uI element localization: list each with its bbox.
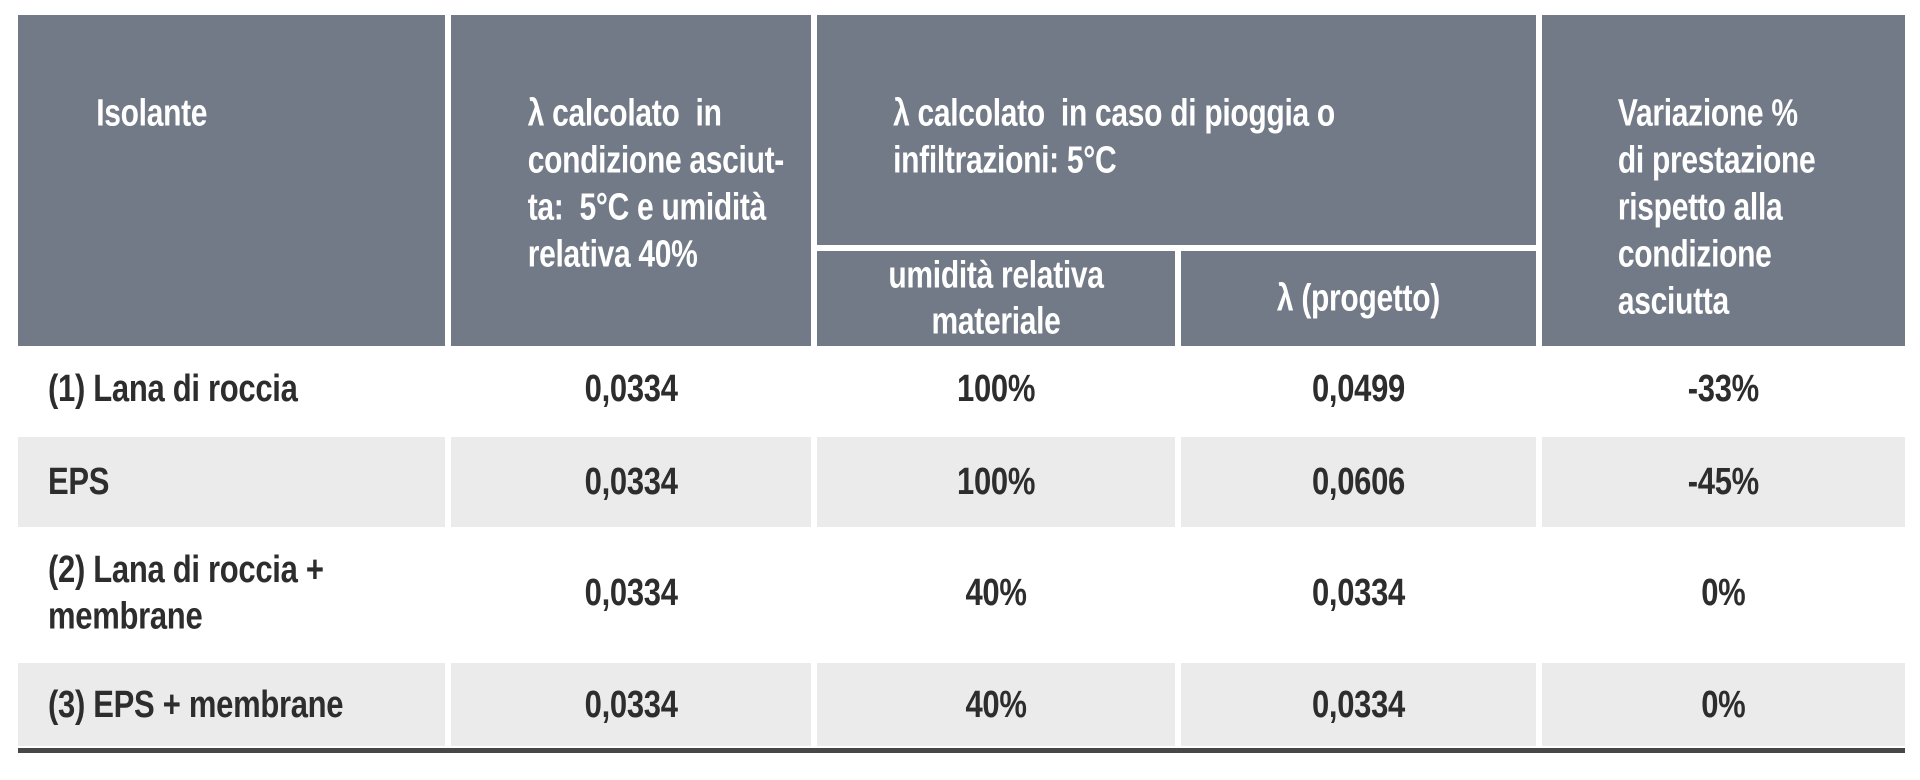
cell-lambda-dry: 0,0334 — [451, 346, 811, 432]
table-row-lana-di-roccia-membrane: (2) Lana di roccia + membrane 0,0334 40%… — [18, 527, 1905, 658]
cell-lambda-dry: 0,0334 — [451, 663, 811, 746]
cell-isolante: (2) Lana di roccia + membrane — [18, 527, 446, 658]
cell-isolante: (3) EPS + membrane — [18, 663, 446, 746]
subheader-lambda-progetto: λ (progetto) — [1181, 251, 1536, 346]
insulation-comparison-table: Isolante λ calcolato in condizione asciu… — [18, 15, 1905, 753]
header-lambda-dry-label: λ calcolato in condizione asciut- ta: 5°… — [527, 92, 785, 276]
header-lambda-wet-group: λ calcolato in caso di pioggia o infiltr… — [816, 15, 1536, 245]
cell-lambda-progetto: 0,0334 — [1181, 527, 1536, 658]
table-bottom-rule — [18, 748, 1905, 753]
cell-isolante: (1) Lana di roccia — [18, 346, 446, 432]
table-header: Isolante λ calcolato in condizione asciu… — [18, 15, 1905, 346]
cell-variazione: 0% — [1541, 663, 1905, 746]
cell-umidita: 40% — [816, 527, 1176, 658]
header-lambda-dry: λ calcolato in condizione asciut- ta: 5°… — [451, 15, 811, 346]
cell-umidita: 40% — [816, 663, 1176, 746]
cell-lambda-dry: 0,0334 — [451, 437, 811, 527]
cell-variazione: -45% — [1541, 437, 1905, 527]
header-lambda-wet-group-label: λ calcolato in caso di pioggia o infiltr… — [893, 92, 1335, 182]
cell-lambda-progetto: 0,0606 — [1181, 437, 1536, 527]
subheader-lambda-progetto-label: λ (progetto) — [1276, 277, 1440, 320]
table-row-lana-di-roccia: (1) Lana di roccia 0,0334 100% 0,0499 -3… — [18, 346, 1905, 432]
cell-variazione: 0% — [1541, 527, 1905, 658]
header-isolante: Isolante — [18, 15, 446, 346]
subheader-umidita-label: umidità relativa materiale — [888, 254, 1104, 342]
cell-lambda-progetto: 0,0499 — [1181, 346, 1536, 432]
subheader-umidita-relativa-materiale: umidità relativa materiale — [816, 251, 1176, 346]
table-row-eps-membrane: (3) EPS + membrane 0,0334 40% 0,0334 0% — [18, 663, 1905, 746]
header-variazione: Variazione % di prestazione rispetto all… — [1541, 15, 1905, 346]
cell-umidita: 100% — [816, 346, 1176, 432]
cell-umidita: 100% — [816, 437, 1176, 527]
cell-lambda-dry: 0,0334 — [451, 527, 811, 658]
cell-lambda-progetto: 0,0334 — [1181, 663, 1536, 746]
cell-isolante: EPS — [18, 437, 446, 527]
table-row-eps: EPS 0,0334 100% 0,0606 -45% — [18, 437, 1905, 527]
header-variazione-label: Variazione % di prestazione rispetto all… — [1617, 92, 1816, 323]
header-isolante-label: Isolante — [96, 92, 208, 135]
cell-variazione: -33% — [1541, 346, 1905, 432]
